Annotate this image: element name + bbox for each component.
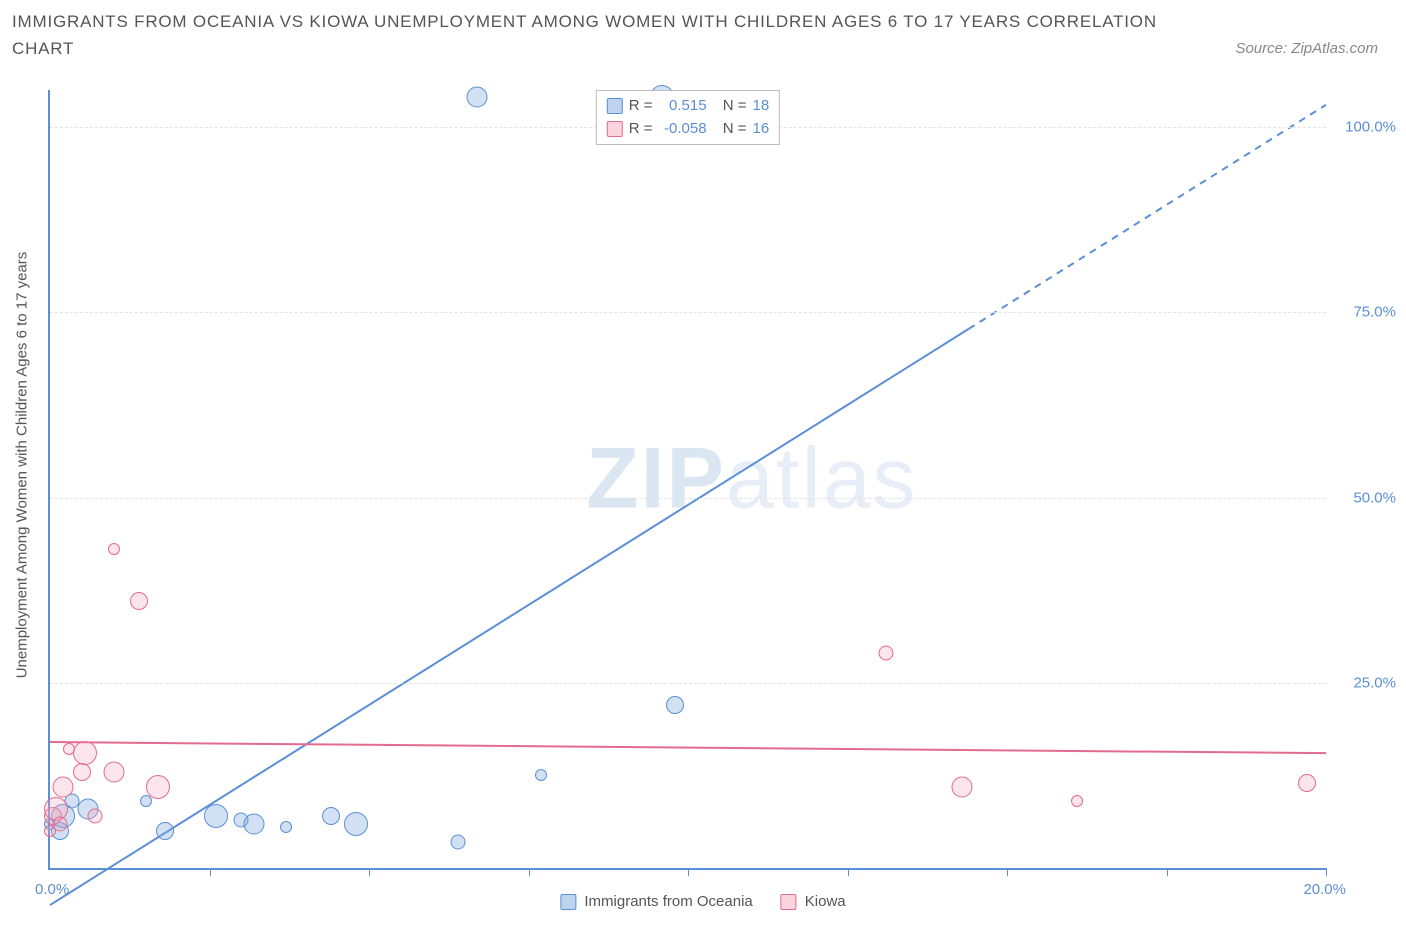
x-tick xyxy=(688,868,689,876)
data-point xyxy=(451,835,466,850)
y-tick-label: 25.0% xyxy=(1336,674,1396,691)
watermark-zip: ZIP xyxy=(586,431,726,527)
legend-item-kiowa: Kiowa xyxy=(781,893,846,910)
y-tick-label: 75.0% xyxy=(1336,304,1396,321)
series-legend: Immigrants from Oceania Kiowa xyxy=(560,893,845,910)
data-point xyxy=(322,807,340,825)
x-tick xyxy=(1167,868,1168,876)
r-label: R = xyxy=(629,118,653,141)
legend-row-kiowa: R = -0.058 N = 16 xyxy=(607,118,769,141)
data-point xyxy=(1071,795,1083,807)
r-label: R = xyxy=(629,95,653,118)
data-point xyxy=(878,646,893,661)
y-tick-label: 50.0% xyxy=(1336,489,1396,506)
gridline xyxy=(50,312,1326,313)
data-point xyxy=(52,776,73,797)
n-value: 16 xyxy=(753,118,770,141)
data-point xyxy=(156,822,174,840)
legend-row-oceania: R = 0.515 N = 18 xyxy=(607,95,769,118)
regression-line-dashed xyxy=(969,105,1326,329)
data-point xyxy=(103,761,124,782)
x-tick xyxy=(1007,868,1008,876)
y-axis-title: Unemployment Among Women with Children A… xyxy=(14,252,31,679)
y-tick-label: 100.0% xyxy=(1336,119,1396,136)
gridline xyxy=(50,683,1326,684)
legend-label: Immigrants from Oceania xyxy=(584,893,752,910)
chart-svg xyxy=(50,90,1326,868)
swatch-pink-icon xyxy=(781,894,797,910)
legend-label: Kiowa xyxy=(805,893,846,910)
data-point xyxy=(666,696,684,714)
n-value: 18 xyxy=(753,95,770,118)
data-point xyxy=(467,87,488,108)
x-tick xyxy=(1326,868,1327,876)
data-point xyxy=(535,769,547,781)
chart-title: IMMIGRANTS FROM OCEANIA VS KIOWA UNEMPLO… xyxy=(12,8,1206,62)
regression-line xyxy=(50,329,969,905)
swatch-blue-icon xyxy=(607,98,623,114)
swatch-pink-icon xyxy=(607,121,623,137)
x-axis-end-label: 20.0% xyxy=(1303,881,1346,898)
watermark-atlas: atlas xyxy=(726,431,918,527)
source-attribution: Source: ZipAtlas.com xyxy=(1235,40,1378,57)
data-point xyxy=(280,821,292,833)
watermark: ZIPatlas xyxy=(586,430,917,529)
data-point xyxy=(244,813,265,834)
n-label: N = xyxy=(723,95,747,118)
x-tick xyxy=(210,868,211,876)
regression-line xyxy=(50,742,1326,753)
data-point xyxy=(52,816,67,831)
data-point xyxy=(1298,774,1316,792)
correlation-legend: R = 0.515 N = 18 R = -0.058 N = 16 xyxy=(596,90,780,145)
gridline xyxy=(50,498,1326,499)
data-point xyxy=(108,543,120,555)
data-point xyxy=(87,809,102,824)
data-point xyxy=(73,741,97,765)
data-point xyxy=(130,592,148,610)
data-point xyxy=(204,804,228,828)
legend-item-oceania: Immigrants from Oceania xyxy=(560,893,752,910)
x-axis-origin-label: 0.0% xyxy=(35,881,69,898)
x-tick xyxy=(848,868,849,876)
data-point xyxy=(344,812,368,836)
swatch-blue-icon xyxy=(560,894,576,910)
data-point xyxy=(952,776,973,797)
data-point xyxy=(146,775,170,799)
r-value: -0.058 xyxy=(659,118,707,141)
data-point xyxy=(73,763,91,781)
n-label: N = xyxy=(723,118,747,141)
x-tick xyxy=(369,868,370,876)
x-tick xyxy=(529,868,530,876)
data-point xyxy=(140,795,152,807)
plot-area: ZIPatlas R = 0.515 N = 18 R = -0.058 N =… xyxy=(48,90,1326,870)
r-value: 0.515 xyxy=(659,95,707,118)
